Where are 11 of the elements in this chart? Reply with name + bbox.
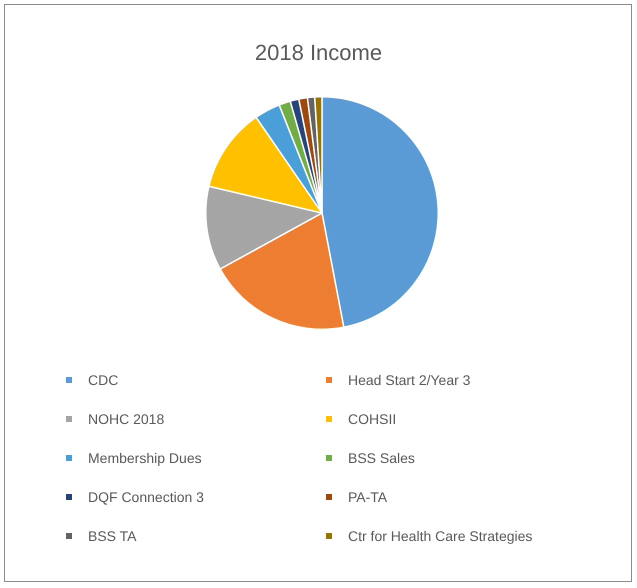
legend-label: Ctr for Health Care Strategies <box>348 528 532 544</box>
legend-label: DQF Connection 3 <box>88 489 204 505</box>
legend-label: Head Start 2/Year 3 <box>348 372 470 388</box>
legend-label: CDC <box>88 372 118 388</box>
legend-label: PA-TA <box>348 489 388 505</box>
legend-label: Membership Dues <box>88 450 202 466</box>
legend-label: COHSII <box>348 411 396 427</box>
chart-title: 2018 Income <box>254 40 384 66</box>
legend-label: BSS Sales <box>348 450 415 466</box>
legend-label: NOHC 2018 <box>88 411 164 427</box>
legend-label: BSS TA <box>88 528 137 544</box>
